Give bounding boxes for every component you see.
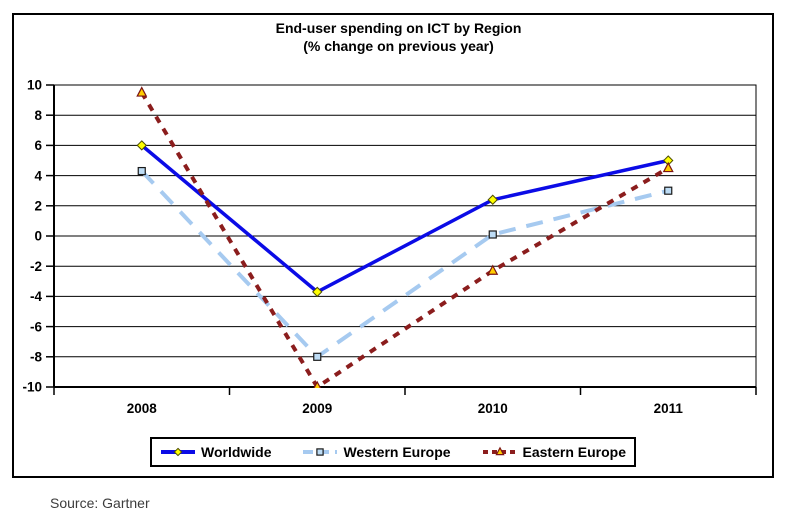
- y-tick-label: -10: [22, 380, 42, 395]
- data-point-square: [313, 352, 322, 361]
- data-point-square: [137, 166, 146, 176]
- series-western-europe: [137, 166, 673, 361]
- data-point-diamond: [487, 194, 498, 205]
- chart-canvas: 10 8 6 4 2 0 -2 -4 -6 -8 -10 2008 2009 2010 2011: [22, 78, 757, 416]
- chart-subtitle: (% change on previous year): [303, 38, 494, 54]
- y-tick-label: 10: [27, 78, 42, 93]
- y-gridlines: [54, 84, 756, 388]
- data-point-triangle: [494, 446, 505, 456]
- data-point-diamond: [312, 286, 323, 298]
- series-worldwide: [136, 140, 674, 298]
- y-axis-ticks: 10 8 6 4 2 0 -2 -4 -6 -8 -10: [22, 78, 54, 395]
- x-tick-label: 2009: [302, 401, 332, 416]
- data-point-triangle: [487, 264, 499, 275]
- x-axis-ticks: 2008 2009 2010 2011: [53, 387, 757, 416]
- legend-swatch-western-europe: [303, 448, 338, 456]
- chart-title-block: End-user spending on ICT by Region (% ch…: [0, 19, 797, 55]
- data-point-triangle: [662, 161, 674, 173]
- x-tick-label: 2008: [127, 401, 158, 416]
- data-point-square: [316, 448, 325, 456]
- chart-legend: Worldwide Western Europe Eastern Europe: [150, 437, 636, 467]
- legend-label: Worldwide: [201, 444, 272, 460]
- y-tick-label: 6: [34, 138, 42, 153]
- y-tick-label: -2: [30, 259, 42, 274]
- y-tick-label: -8: [30, 350, 42, 365]
- legend-item-worldwide: Worldwide: [160, 444, 272, 460]
- legend-swatch-worldwide: [161, 447, 195, 457]
- legend-item-western-europe: Western Europe: [302, 444, 451, 460]
- legend-label: Eastern Europe: [522, 444, 626, 460]
- y-tick-label: 4: [34, 168, 42, 183]
- data-point-diamond: [136, 140, 147, 151]
- y-tick-label: 2: [34, 199, 42, 214]
- chart-title: End-user spending on ICT by Region: [275, 20, 522, 36]
- data-point-triangle: [136, 86, 148, 97]
- series-line: [140, 91, 670, 388]
- data-point-square: [664, 186, 673, 195]
- y-tick-label: -6: [30, 319, 42, 334]
- data-point-square: [488, 230, 497, 239]
- x-tick-label: 2011: [654, 401, 684, 416]
- legend-item-eastern-europe: Eastern Europe: [482, 444, 626, 460]
- source-note: Source: Gartner: [50, 495, 150, 511]
- y-tick-label: 8: [34, 108, 42, 123]
- y-tick-label: 0: [34, 229, 42, 244]
- series-eastern-europe: [136, 86, 674, 388]
- series-line: [140, 144, 669, 294]
- legend-swatch-eastern-europe: [482, 446, 517, 456]
- y-tick-label: -4: [30, 289, 42, 304]
- data-point-diamond: [173, 447, 183, 457]
- series-line: [140, 169, 669, 360]
- chart-frame: [12, 13, 774, 478]
- legend-label: Western Europe: [343, 444, 451, 460]
- data-point-triangle: [313, 380, 322, 388]
- x-tick-label: 2010: [478, 401, 508, 416]
